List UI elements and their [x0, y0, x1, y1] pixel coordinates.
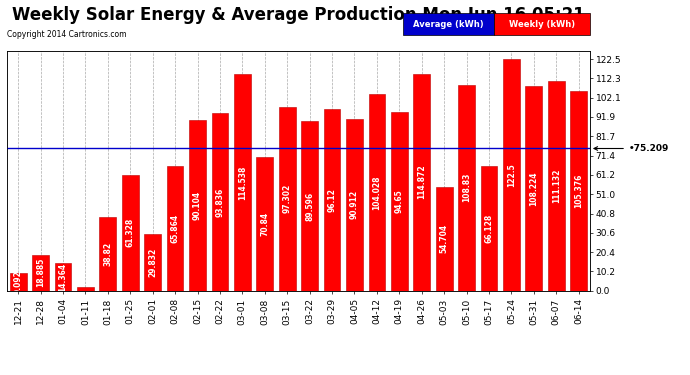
Bar — [122, 175, 139, 291]
Text: 14.364: 14.364 — [59, 262, 68, 292]
Bar — [144, 234, 161, 291]
Bar — [189, 120, 206, 291]
Title: Weekly Solar Energy & Average Production Mon Jun 16 05:21: Weekly Solar Energy & Average Production… — [12, 6, 585, 24]
Text: 89.596: 89.596 — [305, 191, 314, 220]
Bar — [77, 287, 94, 291]
Bar — [99, 217, 116, 291]
Bar — [494, 13, 590, 35]
Bar — [55, 264, 71, 291]
Bar — [368, 94, 385, 291]
Text: 104.028: 104.028 — [373, 175, 382, 210]
Text: 108.224: 108.224 — [529, 171, 538, 206]
Text: 114.872: 114.872 — [417, 165, 426, 200]
Text: 90.912: 90.912 — [350, 190, 359, 219]
Text: 29.832: 29.832 — [148, 248, 157, 277]
Text: 90.104: 90.104 — [193, 191, 202, 220]
Bar — [167, 166, 184, 291]
Text: Average (kWh): Average (kWh) — [413, 20, 484, 29]
Text: 97.302: 97.302 — [283, 184, 292, 213]
Text: 38.82: 38.82 — [104, 242, 112, 266]
Text: 111.132: 111.132 — [552, 168, 561, 203]
Bar — [481, 166, 497, 291]
Text: •75.209: •75.209 — [594, 144, 669, 153]
Text: 96.12: 96.12 — [328, 188, 337, 212]
Bar — [212, 113, 228, 291]
Bar — [257, 157, 273, 291]
Bar — [503, 59, 520, 291]
Bar — [324, 109, 340, 291]
Text: 122.5: 122.5 — [507, 163, 516, 187]
Text: 108.83: 108.83 — [462, 173, 471, 202]
Text: 105.376: 105.376 — [574, 174, 583, 208]
Text: 93.836: 93.836 — [215, 188, 224, 217]
Bar — [548, 81, 564, 291]
Text: 114.538: 114.538 — [238, 165, 247, 200]
Bar — [279, 107, 295, 291]
Text: 54.704: 54.704 — [440, 224, 449, 254]
Bar — [404, 13, 494, 35]
Text: 94.65: 94.65 — [395, 189, 404, 213]
Bar — [234, 74, 250, 291]
Text: Copyright 2014 Cartronics.com: Copyright 2014 Cartronics.com — [7, 30, 126, 39]
Text: 18.885: 18.885 — [36, 258, 45, 288]
Bar — [32, 255, 49, 291]
Bar — [436, 187, 453, 291]
Bar — [391, 112, 408, 291]
Bar — [526, 86, 542, 291]
Bar — [458, 85, 475, 291]
Text: 65.864: 65.864 — [170, 214, 179, 243]
Text: Weekly (kWh): Weekly (kWh) — [509, 20, 575, 29]
Text: 70.84: 70.84 — [260, 211, 269, 236]
Text: 9.092: 9.092 — [14, 270, 23, 294]
Text: 66.128: 66.128 — [484, 213, 493, 243]
Bar — [302, 121, 318, 291]
Bar — [571, 92, 587, 291]
Bar — [10, 273, 26, 291]
Bar — [413, 74, 430, 291]
Bar — [346, 119, 363, 291]
Text: 61.328: 61.328 — [126, 218, 135, 247]
